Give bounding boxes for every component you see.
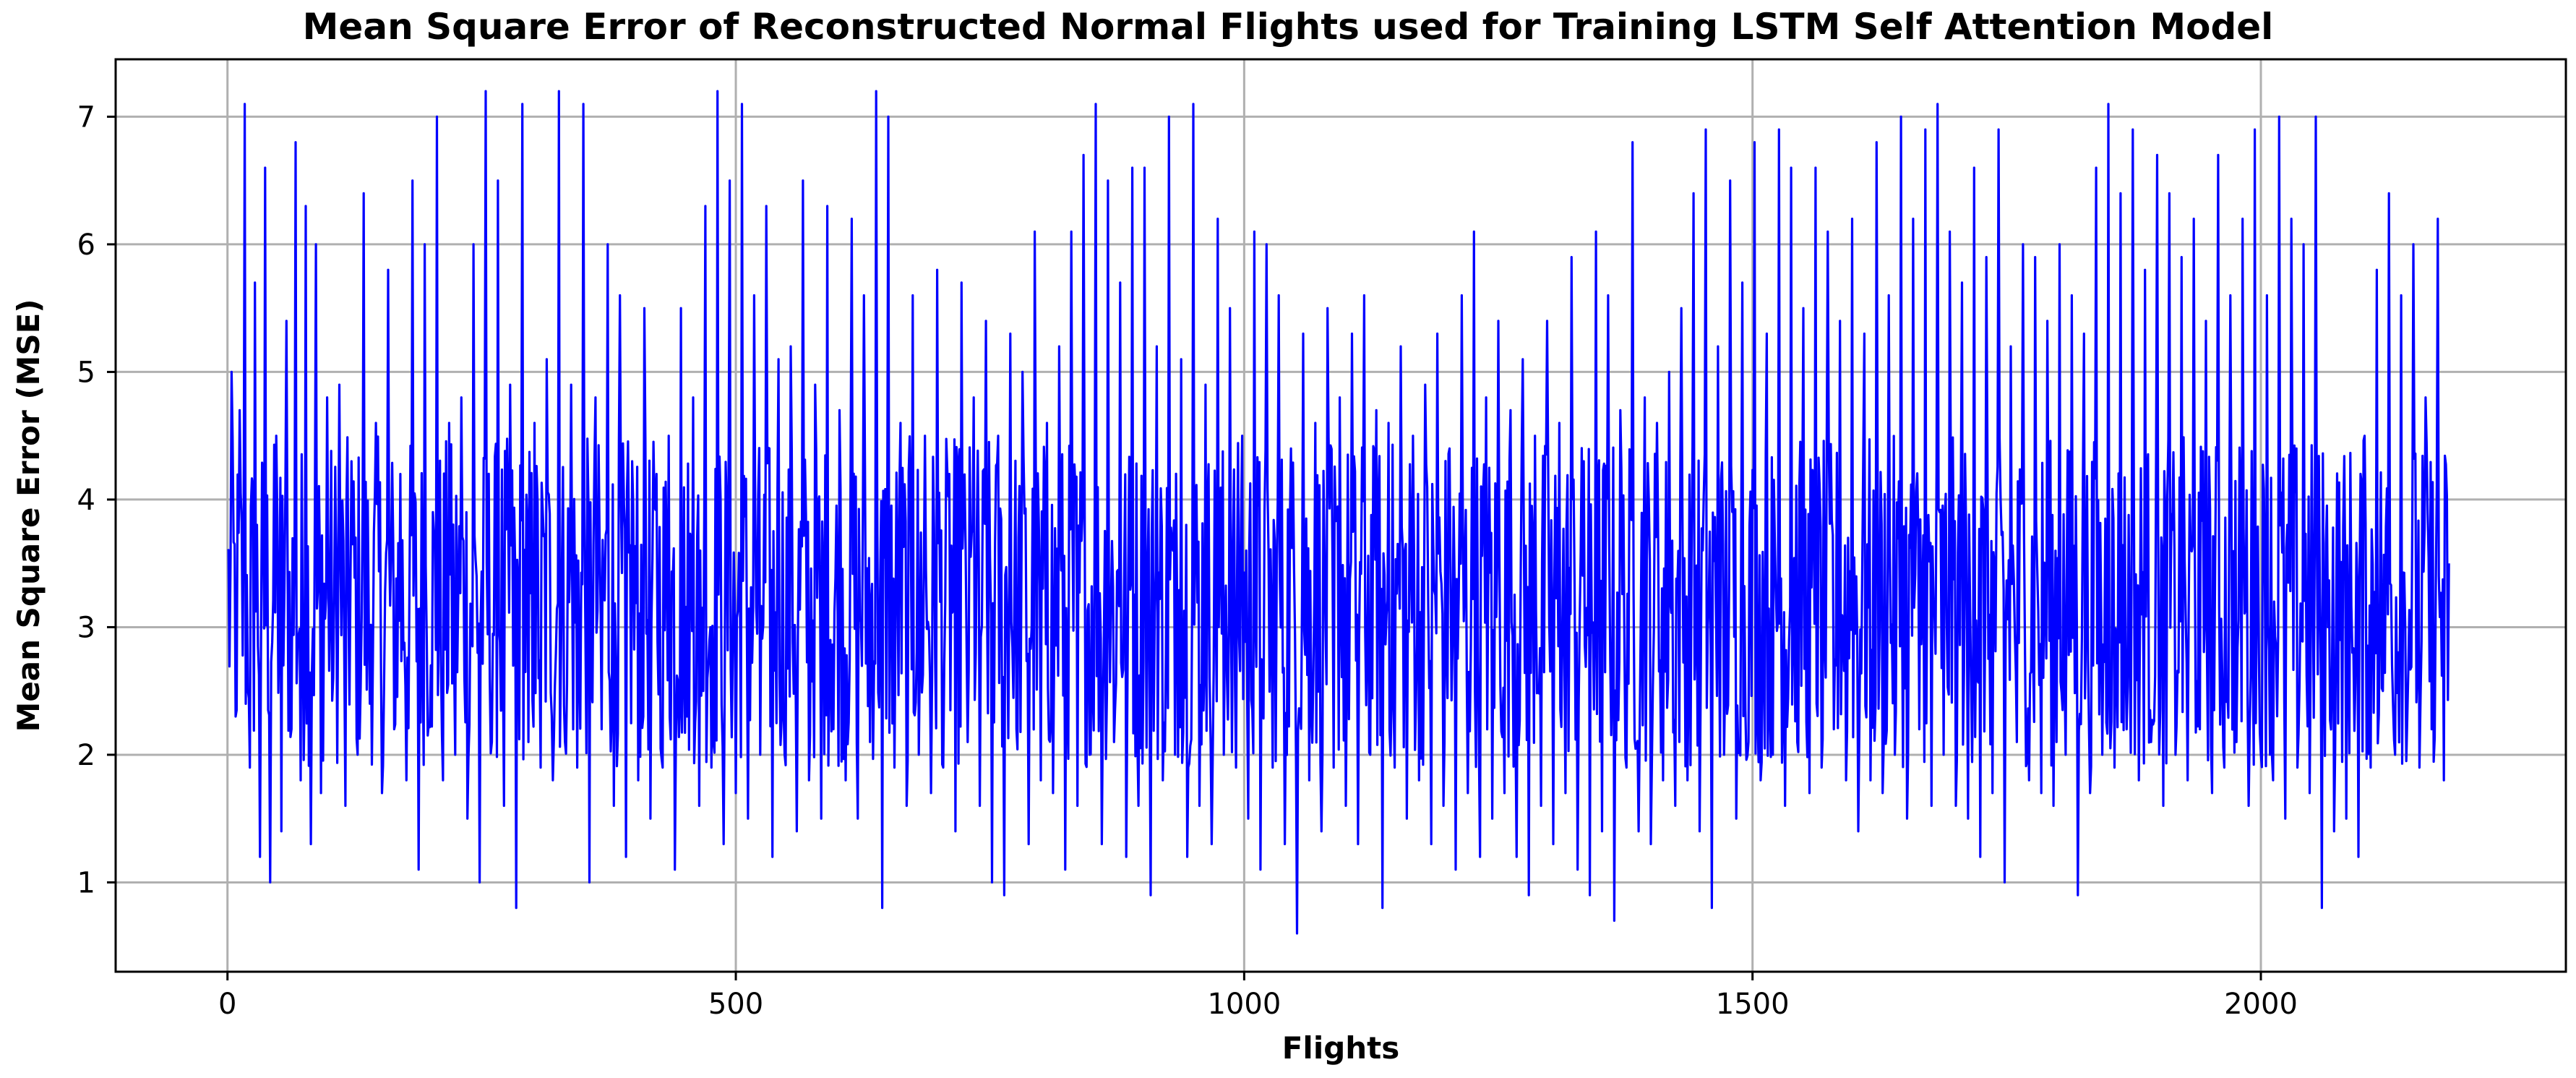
plot-frame [114,58,2567,973]
y-tick-label: 2 [77,739,95,772]
y-tick-label: 7 [77,100,95,134]
y-axis-label: Mean Square Error (MSE) [11,299,46,732]
x-axis-label: Flights [1282,1030,1400,1066]
y-tick-label: 1 [77,866,95,899]
mse-series-line [227,90,2450,935]
axis-ticks: 0 500 1000 1500 2000 1 2 3 4 5 6 7 [77,100,2298,1021]
plot-area [227,90,2450,935]
y-tick-label: 4 [77,484,95,517]
y-tick-label: 6 [77,228,95,262]
x-tick-label: 1000 [1207,988,1281,1021]
chart-title: Mean Square Error of Reconstructed Norma… [303,6,2274,48]
x-tick-label: 2000 [2224,988,2298,1021]
y-tick-label: 5 [77,356,95,389]
x-tick-label: 0 [218,988,236,1021]
y-tick-label: 3 [77,611,95,644]
x-tick-label: 1500 [1716,988,1790,1021]
x-tick-label: 500 [708,988,763,1021]
